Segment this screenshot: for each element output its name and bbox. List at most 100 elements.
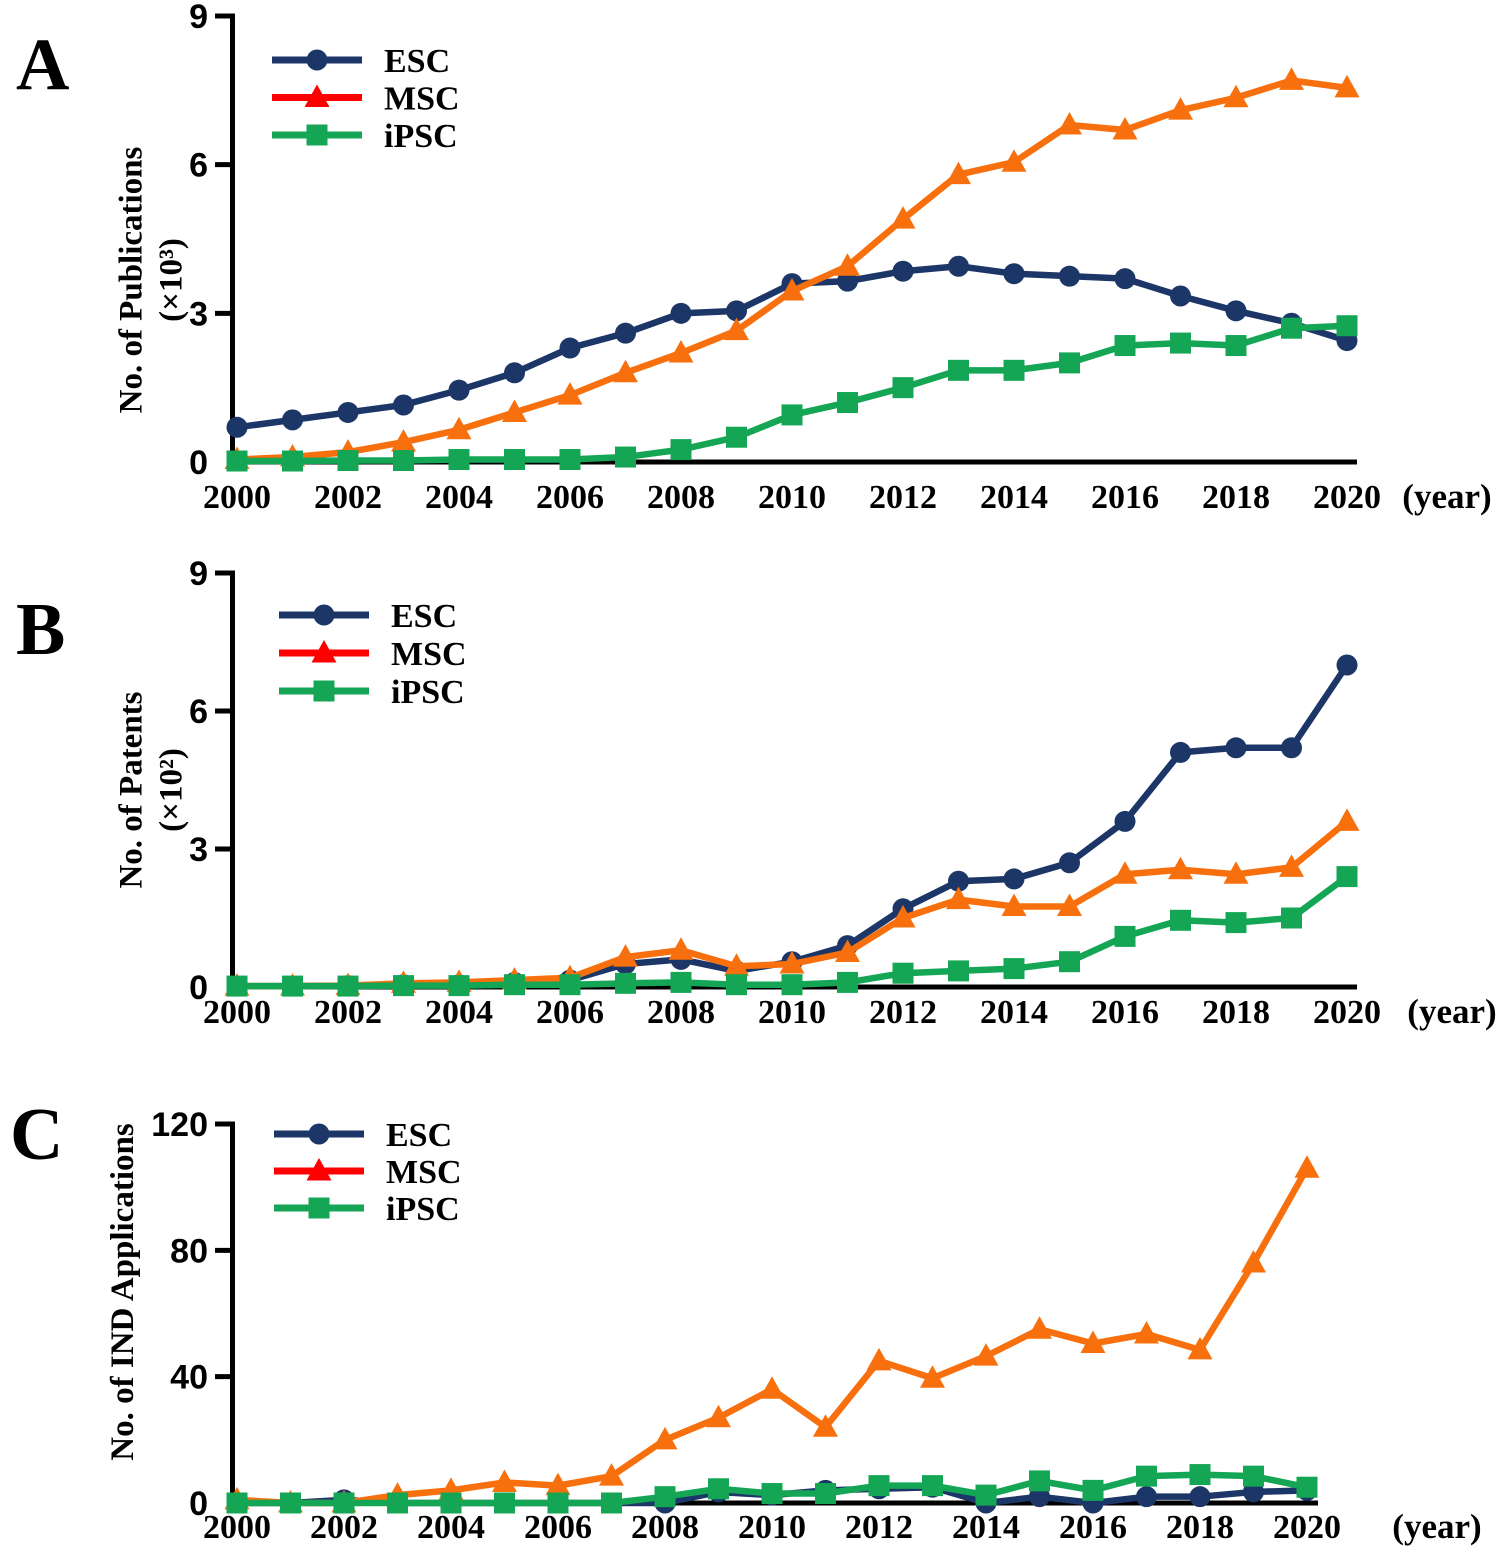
x-tick-label: 2010	[738, 1509, 806, 1546]
triangle-marker	[446, 416, 472, 440]
x-tick-label: 2006	[536, 479, 604, 516]
x-tick-label: 2012	[869, 479, 937, 516]
circle-marker	[837, 270, 858, 292]
circle-marker	[504, 362, 525, 384]
square-marker	[654, 1486, 676, 1508]
square-marker	[1170, 909, 1191, 931]
y-tick-label: 9	[189, 555, 208, 593]
legend-label-esc: ESC	[386, 1117, 452, 1154]
triangle-marker	[1334, 808, 1360, 831]
triangle-marker	[779, 951, 805, 974]
square-marker	[761, 1483, 783, 1505]
square-marker	[282, 450, 303, 472]
legend-label-ipsc: iPSC	[386, 1191, 460, 1228]
circle-marker	[337, 401, 359, 423]
square-marker	[922, 1475, 943, 1497]
x-tick-label: 2016	[1059, 1509, 1127, 1546]
x-tick-label: 2018	[1202, 994, 1270, 1031]
triangle-marker	[920, 1365, 945, 1388]
series-line-esc	[233, 661, 1351, 990]
square-marker	[1281, 907, 1302, 929]
triangle-marker	[779, 278, 805, 301]
x-tick-label: 2008	[647, 479, 715, 516]
panel-a: A No. of Publications (×10³) 0 3 6 9 2000 200…	[0, 0, 1501, 545]
circle-marker	[1336, 654, 1358, 676]
triangle-marker	[835, 939, 860, 962]
square-marker	[726, 974, 747, 996]
triangle-marker	[613, 944, 638, 967]
triangle-marker	[1279, 854, 1304, 877]
x-tick-label: 2014	[980, 479, 1048, 516]
square-marker	[448, 449, 470, 471]
square-marker	[226, 1492, 248, 1514]
circle-marker	[892, 260, 914, 282]
x-axis-title: (year)	[1407, 992, 1496, 1031]
circle-marker	[726, 300, 747, 322]
legend-label-ipsc: iPSC	[391, 674, 465, 711]
square-marker	[975, 1484, 997, 1506]
circle-marker	[948, 255, 969, 277]
square-marker	[226, 975, 248, 997]
circle-marker	[1225, 300, 1247, 322]
circle-marker	[670, 302, 692, 324]
triangle-marker	[946, 161, 971, 185]
square-marker	[448, 975, 470, 997]
triangle-marker	[599, 1463, 624, 1486]
circle-marker	[306, 49, 328, 71]
square-marker	[837, 971, 858, 993]
square-marker	[670, 971, 692, 993]
x-tick-label: 2020	[1313, 994, 1381, 1031]
triangle-marker	[668, 339, 694, 363]
square-marker	[337, 450, 359, 472]
triangle-marker	[304, 84, 330, 107]
square-marker	[559, 974, 581, 996]
x-tick-label: 2020	[1273, 1509, 1341, 1546]
triangle-marker	[1223, 84, 1249, 108]
y-tick-label: 6	[189, 147, 208, 185]
y-tick-label: 0	[189, 1485, 208, 1523]
triangle-marker	[724, 953, 749, 976]
square-marker	[1059, 951, 1080, 973]
square-marker	[504, 449, 525, 471]
circle-marker	[1243, 1481, 1264, 1503]
triangle-marker	[391, 429, 416, 452]
square-marker	[1029, 1470, 1050, 1492]
square-marker	[1225, 912, 1247, 934]
square-marker	[868, 1475, 890, 1497]
circle-marker	[282, 409, 303, 431]
x-tick-label: 2000	[203, 479, 271, 516]
x-tick-label: 2002	[310, 1509, 378, 1546]
legend-label-msc: MSC	[386, 1154, 462, 1191]
triangle-marker	[502, 399, 527, 422]
x-tick-label: 2006	[536, 994, 604, 1031]
square-marker	[393, 975, 414, 997]
circle-marker	[1003, 263, 1025, 285]
y-tick-label: 3	[189, 831, 208, 869]
square-marker	[892, 962, 914, 984]
circle-marker	[1170, 285, 1191, 307]
circle-marker	[393, 394, 414, 416]
square-marker	[708, 1478, 729, 1500]
x-tick-label: 2004	[417, 1509, 485, 1546]
triangle-marker	[1027, 1316, 1052, 1339]
triangle-marker	[311, 640, 337, 663]
triangle-marker	[1223, 861, 1249, 884]
triangle-marker	[1057, 893, 1082, 916]
triangle-marker	[835, 253, 860, 276]
square-marker	[781, 404, 803, 426]
square-marker	[308, 1197, 330, 1219]
triangle-marker	[890, 905, 916, 928]
square-marker	[1003, 359, 1025, 381]
square-marker	[1336, 866, 1358, 888]
legend-label-ipsc: iPSC	[384, 118, 458, 155]
square-marker	[615, 972, 636, 994]
square-marker	[892, 377, 914, 399]
circle-marker	[1114, 268, 1136, 290]
y-tick-label: 3	[189, 295, 208, 333]
x-tick-label: 2000	[203, 1509, 271, 1546]
triangle-marker	[668, 937, 694, 960]
circle-marker	[1059, 265, 1080, 287]
square-marker	[1189, 1464, 1211, 1486]
square-marker	[494, 1492, 515, 1514]
y-tick-label: 40	[170, 1359, 208, 1397]
